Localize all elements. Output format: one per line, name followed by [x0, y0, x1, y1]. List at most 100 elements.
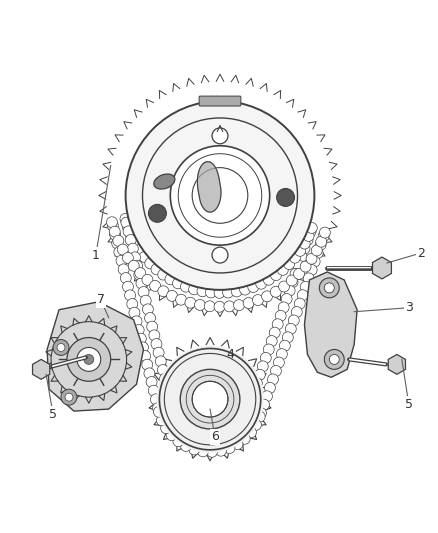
Circle shape: [120, 272, 131, 284]
Circle shape: [159, 373, 170, 384]
FancyBboxPatch shape: [199, 96, 241, 106]
Circle shape: [272, 319, 283, 330]
Circle shape: [153, 406, 164, 417]
Circle shape: [144, 368, 155, 379]
Circle shape: [324, 350, 344, 369]
Circle shape: [214, 301, 225, 312]
Circle shape: [169, 409, 180, 420]
Circle shape: [134, 245, 145, 255]
Circle shape: [248, 386, 259, 397]
Circle shape: [276, 349, 287, 360]
Circle shape: [149, 330, 160, 341]
Circle shape: [329, 354, 339, 365]
Circle shape: [135, 268, 146, 279]
Circle shape: [293, 260, 304, 271]
Circle shape: [299, 238, 310, 249]
Circle shape: [132, 261, 143, 271]
Text: 2: 2: [417, 247, 425, 260]
Circle shape: [187, 428, 198, 439]
Circle shape: [212, 432, 223, 442]
Circle shape: [173, 278, 184, 289]
Circle shape: [297, 290, 308, 301]
Circle shape: [284, 259, 295, 270]
Circle shape: [235, 418, 246, 429]
Circle shape: [305, 226, 316, 237]
Circle shape: [148, 204, 166, 222]
Circle shape: [166, 430, 177, 441]
Circle shape: [290, 252, 300, 263]
Circle shape: [300, 261, 311, 272]
Text: 3: 3: [405, 301, 413, 314]
Circle shape: [134, 269, 145, 280]
Circle shape: [319, 227, 330, 238]
Circle shape: [279, 340, 290, 351]
Circle shape: [225, 427, 236, 438]
Circle shape: [120, 213, 131, 224]
Circle shape: [146, 376, 157, 387]
Circle shape: [284, 285, 295, 296]
Circle shape: [311, 245, 322, 256]
Circle shape: [248, 281, 259, 293]
Circle shape: [290, 268, 301, 279]
Circle shape: [278, 302, 289, 313]
Circle shape: [193, 431, 204, 441]
Circle shape: [260, 352, 271, 364]
Circle shape: [130, 252, 141, 263]
Circle shape: [294, 298, 305, 309]
Circle shape: [164, 391, 175, 401]
Circle shape: [114, 247, 125, 257]
Text: 4: 4: [226, 348, 234, 361]
Circle shape: [271, 270, 282, 280]
Circle shape: [254, 369, 265, 380]
Circle shape: [238, 413, 249, 424]
Circle shape: [142, 274, 153, 285]
Circle shape: [153, 347, 164, 358]
Circle shape: [107, 221, 118, 231]
Circle shape: [270, 366, 281, 376]
Circle shape: [277, 264, 288, 276]
Ellipse shape: [154, 174, 175, 189]
Circle shape: [212, 128, 228, 144]
Circle shape: [316, 236, 327, 247]
Circle shape: [180, 440, 191, 451]
Circle shape: [185, 297, 196, 308]
Circle shape: [150, 394, 161, 405]
Circle shape: [223, 287, 233, 298]
Circle shape: [324, 283, 334, 293]
Circle shape: [309, 256, 320, 267]
Circle shape: [128, 260, 139, 271]
Circle shape: [142, 304, 153, 315]
Circle shape: [224, 301, 235, 312]
Circle shape: [181, 425, 192, 435]
Circle shape: [77, 348, 101, 372]
Circle shape: [57, 343, 65, 351]
Circle shape: [148, 385, 159, 396]
Circle shape: [287, 277, 298, 288]
Circle shape: [261, 291, 272, 302]
Circle shape: [140, 351, 151, 361]
Circle shape: [240, 284, 251, 295]
Text: 5: 5: [49, 408, 57, 421]
Circle shape: [84, 354, 94, 365]
Circle shape: [165, 274, 176, 285]
Circle shape: [293, 269, 304, 279]
Circle shape: [245, 394, 256, 406]
Circle shape: [206, 446, 217, 457]
Circle shape: [106, 217, 117, 228]
Circle shape: [230, 423, 241, 434]
Circle shape: [65, 393, 73, 401]
Circle shape: [152, 402, 163, 414]
Circle shape: [243, 297, 254, 309]
Circle shape: [319, 278, 339, 298]
Circle shape: [147, 321, 158, 332]
Circle shape: [170, 146, 270, 245]
Circle shape: [180, 369, 240, 429]
Circle shape: [155, 356, 166, 367]
Circle shape: [192, 381, 228, 417]
Circle shape: [206, 432, 217, 443]
Circle shape: [306, 253, 317, 264]
Circle shape: [133, 325, 144, 335]
Circle shape: [140, 295, 151, 306]
Circle shape: [138, 342, 148, 353]
Text: 1: 1: [92, 248, 100, 262]
